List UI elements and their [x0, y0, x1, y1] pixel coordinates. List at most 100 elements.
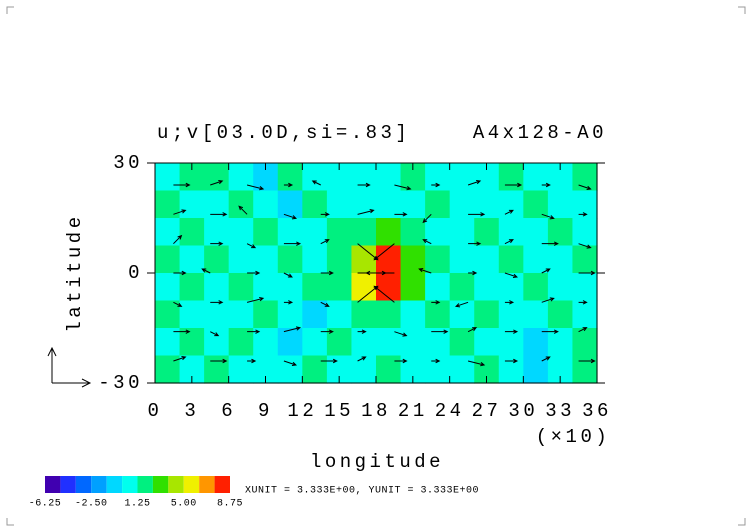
field-cell	[523, 163, 549, 192]
colorbar-box	[91, 476, 107, 493]
field-cell	[449, 163, 475, 192]
field-cell	[523, 300, 549, 329]
colorbar-box	[137, 476, 153, 493]
colorbar-box	[75, 476, 92, 493]
vector-arrow	[467, 360, 486, 367]
field-cell	[155, 245, 181, 274]
colorbar-box	[168, 476, 184, 493]
field-cell	[498, 163, 524, 192]
vector-arrow	[504, 300, 515, 305]
field-cell	[326, 300, 353, 329]
field-cell	[523, 328, 549, 357]
field-cell	[179, 328, 205, 357]
colorbar-box	[45, 476, 61, 493]
field-cell	[228, 273, 254, 302]
colorbar-box	[60, 476, 76, 493]
field-cell	[351, 245, 377, 274]
field-cell	[277, 273, 303, 302]
vector-arrow	[578, 358, 596, 364]
field-cell	[302, 300, 328, 329]
x-tick-label: 30	[508, 400, 538, 422]
vector-arrow	[283, 241, 302, 246]
field-cell	[179, 190, 205, 219]
vector-arrow	[373, 243, 395, 261]
colorbar-label: 1.25	[124, 499, 150, 510]
field-cell	[277, 328, 303, 357]
field-cell	[179, 300, 205, 329]
vector-arrow	[541, 241, 559, 246]
field-cell	[474, 218, 500, 247]
vector-arrow	[246, 184, 265, 191]
vector-arrow	[320, 270, 334, 276]
field-cell	[277, 190, 303, 219]
field-cell	[523, 190, 549, 219]
field-cell	[498, 328, 524, 357]
vector-arrow	[320, 301, 330, 307]
field-cell	[425, 300, 451, 329]
field-cell	[228, 245, 254, 274]
x-tick-label: 15	[324, 400, 354, 422]
field-cell	[351, 273, 377, 302]
vector-arrow	[394, 331, 408, 337]
vector-arrow	[578, 270, 596, 276]
vector-arrow	[467, 179, 482, 186]
field-cell	[277, 355, 303, 384]
field-cell	[572, 273, 598, 302]
vector-arrow	[467, 327, 478, 333]
field-cell	[474, 300, 500, 329]
field-cell	[155, 273, 181, 302]
x-axis-label: longitude	[310, 451, 444, 473]
vector-arrow	[541, 268, 551, 274]
vector-arrow	[311, 180, 321, 186]
field-cell	[228, 355, 254, 384]
vector-arrow	[394, 184, 412, 191]
field-cell	[155, 300, 181, 329]
field-cell	[498, 273, 524, 302]
field-cell	[277, 300, 303, 329]
field-cell	[228, 163, 254, 192]
vector-arrow	[578, 327, 588, 333]
field-cell	[253, 190, 279, 219]
vector-arrow	[246, 297, 265, 303]
field-cell	[228, 328, 254, 357]
field-cell	[523, 273, 549, 302]
field-cell	[326, 273, 353, 302]
field-cell	[326, 190, 353, 219]
colorbar-box	[152, 476, 169, 493]
vector-arrow	[422, 213, 432, 224]
field-cell	[449, 328, 475, 357]
vector-arrow	[283, 326, 302, 333]
field-cell	[498, 190, 524, 219]
x-tick-label: 24	[435, 400, 465, 422]
vector-arrow	[173, 301, 183, 307]
vector-arrow	[210, 358, 228, 364]
field-cell	[155, 190, 181, 219]
field-cell	[572, 245, 598, 274]
field-cell	[253, 218, 279, 247]
vector-arrow	[504, 358, 519, 364]
vector-arrow	[173, 182, 191, 188]
field-cell	[498, 245, 524, 274]
colorbar-label: -6.25	[29, 499, 62, 510]
vector-arrow	[504, 329, 519, 334]
y-tick-label: 0	[128, 262, 143, 284]
vector-arrow	[578, 300, 588, 305]
field-cell	[351, 190, 377, 219]
field-cell	[425, 163, 451, 192]
field-cell	[547, 190, 574, 219]
field-cell	[425, 273, 451, 302]
vector-arrow	[431, 358, 441, 364]
vector-arrow	[173, 209, 187, 215]
vector-arrow	[422, 239, 432, 245]
field-cell	[449, 300, 475, 329]
x-tick-label: 18	[361, 400, 391, 422]
unit-note: XUNIT = 3.333E+00, YUNIT = 3.333E+00	[245, 486, 479, 497]
field-cell	[376, 300, 402, 329]
field-cell	[400, 300, 426, 329]
field-cell	[253, 273, 279, 302]
vector-arrow	[365, 270, 395, 276]
vector-arrow	[468, 212, 486, 217]
vector-arrow	[431, 300, 441, 305]
field-cell	[302, 218, 328, 247]
field-cell	[572, 328, 598, 357]
